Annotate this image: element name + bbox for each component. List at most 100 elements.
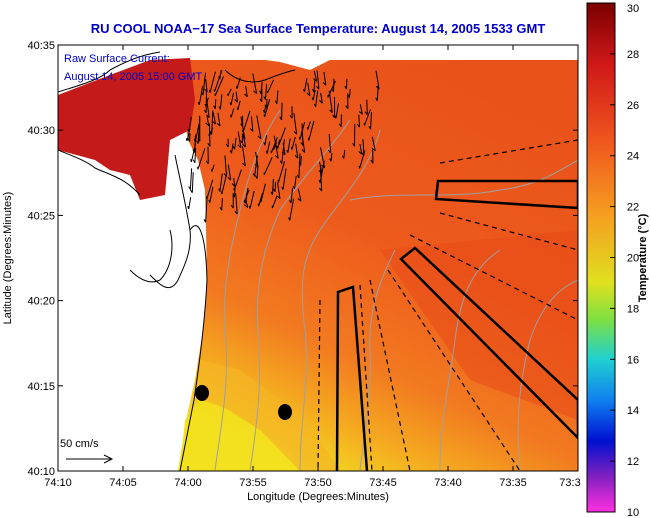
current-vector bbox=[214, 76, 224, 96]
current-vector-head bbox=[219, 207, 223, 211]
current-vector bbox=[287, 138, 291, 153]
current-vector-head bbox=[274, 155, 279, 159]
current-vector-head bbox=[190, 159, 192, 163]
current-vector bbox=[245, 199, 249, 208]
current-vector bbox=[313, 70, 318, 82]
current-vector-head bbox=[207, 143, 211, 147]
current-vector bbox=[256, 115, 262, 139]
current-vector-head bbox=[265, 150, 268, 154]
colorbar-tick-label: 22 bbox=[627, 202, 639, 214]
current-vector bbox=[202, 72, 206, 96]
current-vector-head bbox=[234, 99, 238, 103]
current-vector bbox=[273, 141, 278, 150]
current-vector-head bbox=[255, 175, 258, 179]
current-vector-head bbox=[274, 100, 278, 105]
current-vector-head bbox=[321, 164, 325, 169]
current-vector-head bbox=[196, 140, 199, 144]
current-vector bbox=[235, 193, 238, 215]
current-vector bbox=[206, 179, 214, 200]
current-vector-head bbox=[319, 100, 323, 104]
current-vector-head bbox=[276, 195, 281, 200]
current-vector-head bbox=[259, 199, 262, 203]
current-vector-head bbox=[270, 191, 273, 196]
current-vector-head bbox=[185, 138, 188, 142]
current-vector-head bbox=[279, 160, 283, 164]
current-vector bbox=[211, 110, 214, 135]
current-vector-head bbox=[242, 162, 246, 167]
current-vector-head bbox=[313, 103, 317, 108]
current-vector-head bbox=[204, 103, 207, 107]
current-vector-head bbox=[345, 105, 349, 109]
y-tick-label: 40:35 bbox=[27, 40, 55, 52]
y-tick-label: 40:30 bbox=[27, 125, 55, 137]
current-vector bbox=[230, 92, 234, 106]
current-vector bbox=[242, 133, 247, 148]
current-vector-head bbox=[192, 159, 196, 164]
current-vector bbox=[230, 108, 235, 118]
current-vector bbox=[265, 84, 268, 100]
colorbar-tick-label: 14 bbox=[627, 405, 639, 417]
current-vector-head bbox=[259, 90, 262, 95]
current-vector bbox=[240, 116, 246, 140]
current-vector bbox=[328, 133, 332, 154]
current-vector-head bbox=[375, 97, 378, 101]
current-vector-head bbox=[248, 205, 251, 209]
current-vector bbox=[289, 198, 295, 221]
current-vector bbox=[189, 168, 193, 190]
current-vector bbox=[267, 79, 275, 94]
current-vector bbox=[270, 137, 278, 154]
current-vector bbox=[327, 80, 336, 98]
current-vector-head bbox=[188, 186, 191, 190]
current-vector bbox=[304, 78, 308, 93]
colorbar-tick-label: 26 bbox=[627, 100, 639, 112]
current-vector-head bbox=[297, 198, 302, 202]
current-vector bbox=[290, 187, 294, 204]
current-vector bbox=[282, 168, 287, 190]
current-vector-head bbox=[358, 165, 361, 169]
current-vector bbox=[217, 112, 221, 127]
station-marker-2 bbox=[278, 404, 292, 420]
current-vector-head bbox=[197, 138, 201, 142]
current-vector bbox=[295, 143, 299, 159]
current-vector bbox=[191, 172, 194, 193]
current-vector bbox=[209, 186, 214, 203]
current-vector bbox=[277, 161, 286, 183]
current-vector-head bbox=[212, 120, 216, 125]
x-tick-label: 73:3 bbox=[559, 477, 580, 489]
current-vector bbox=[291, 136, 296, 150]
sst-cool-halo bbox=[198, 360, 340, 471]
current-vector bbox=[271, 195, 278, 209]
current-vector bbox=[335, 103, 339, 119]
current-vector-head bbox=[341, 155, 345, 159]
current-vector-head bbox=[306, 92, 311, 97]
current-vector bbox=[328, 90, 333, 113]
current-vector bbox=[242, 146, 246, 167]
current-vector bbox=[307, 82, 311, 96]
current-vector-head bbox=[231, 183, 236, 187]
current-vector bbox=[349, 88, 351, 98]
y-axis-label: Latitude (Degrees:Minutes) bbox=[2, 192, 14, 325]
current-vector bbox=[264, 99, 271, 118]
station-marker-1 bbox=[195, 385, 209, 401]
current-vector-head bbox=[290, 146, 293, 150]
current-vector-head bbox=[220, 191, 223, 195]
plot-area bbox=[58, 45, 578, 471]
current-vector-head bbox=[358, 151, 363, 155]
current-vector bbox=[221, 172, 228, 195]
current-vector bbox=[197, 148, 206, 170]
current-vector bbox=[366, 99, 368, 115]
current-vector bbox=[300, 155, 302, 166]
current-vector bbox=[205, 198, 208, 223]
current-vector-head bbox=[301, 149, 306, 153]
current-vector-head bbox=[213, 105, 216, 109]
current-vector bbox=[194, 123, 200, 142]
current-vector-head bbox=[190, 189, 193, 193]
current-vector bbox=[231, 143, 234, 154]
current-vector bbox=[188, 197, 192, 210]
current-vector bbox=[264, 105, 267, 113]
current-vector bbox=[249, 190, 255, 209]
current-vector bbox=[245, 86, 248, 97]
current-vector-head bbox=[322, 81, 327, 86]
y-tick-label: 40:25 bbox=[27, 210, 55, 222]
